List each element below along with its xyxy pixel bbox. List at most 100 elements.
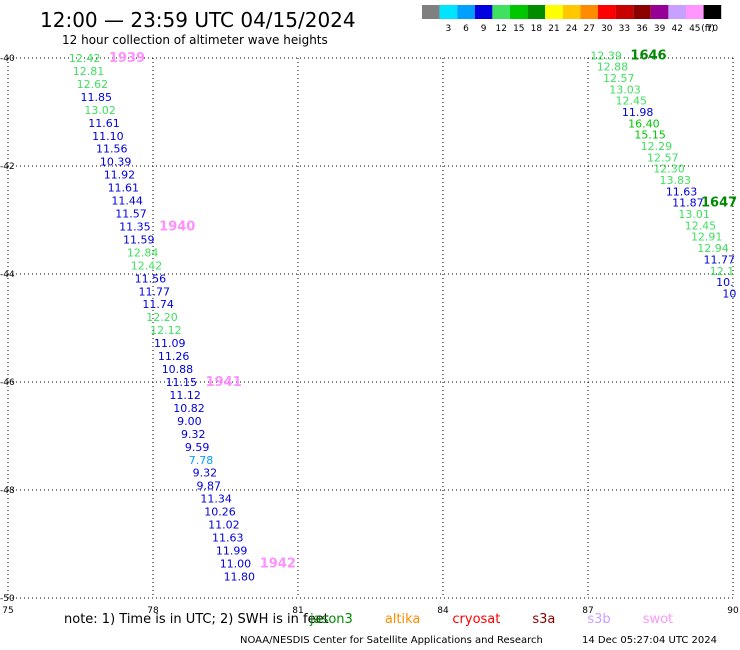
satellite-legend-item: s3a [532, 612, 556, 627]
legend-swatch [703, 5, 722, 19]
credit-text: NOAA/NESDIS Center for Satellite Applica… [240, 635, 543, 646]
wave-height-point: 12.81 [73, 65, 105, 78]
axis-ticks: 75 78 81 84 87 90 -40 -42 -44 -46 -48 -50 [0, 54, 739, 616]
pass-label: 1941 [206, 375, 242, 390]
wave-height-point: 12.45 [616, 95, 648, 108]
x-tick-label: 81 [292, 606, 303, 616]
wave-height-point: 12.62 [77, 78, 109, 91]
legend-tick-label: 15 [513, 24, 524, 34]
legend-tick-label: 24 [566, 24, 578, 34]
wave-height-point: 12.57 [647, 151, 679, 164]
wave-height-point: 11.85 [81, 91, 113, 104]
y-tick-label: -42 [0, 162, 15, 172]
wave-height-point: 7.78 [189, 454, 214, 467]
wave-height-point: 12.94 [697, 242, 729, 255]
legend-swatch [492, 5, 510, 19]
wave-height-point: 11.87 [672, 197, 704, 210]
pass-labels: 1939 1940 1941 1942 1646 1647 [109, 48, 737, 571]
legend-tick-label: 70 [707, 24, 719, 34]
wave-height-point: 13.02 [84, 104, 116, 117]
grid-lines [7, 57, 734, 599]
legend-swatch [633, 5, 651, 19]
wave-height-point: 16.40 [628, 117, 660, 130]
legend-tick-label: 30 [601, 24, 613, 34]
wave-height-point: 9.00 [177, 415, 202, 428]
page-title: 12:00 — 23:59 UTC 04/15/2024 [40, 8, 356, 32]
wave-height-point: 12.29 [641, 140, 673, 153]
color-legend: 3 6 9 12 15 18 21 24 27 30 33 36 39 42 45 70(ft) [422, 5, 722, 34]
wave-height-point: 11.12 [169, 389, 201, 402]
wave-height-point: 11.59 [123, 233, 154, 246]
wave-height-point: 12.39 [590, 49, 622, 62]
legend-swatch [422, 5, 440, 19]
legend-swatch [545, 5, 563, 19]
wave-height-point: 11.09 [154, 337, 186, 350]
legend-tick-label: 9 [481, 24, 487, 34]
wave-height-point: 11.63 [666, 185, 698, 198]
legend-swatch [562, 5, 581, 19]
wave-height-point: 13.83 [660, 174, 692, 187]
wave-height-point: 11.02 [208, 519, 240, 532]
wave-height-point: 11.00 [220, 557, 252, 570]
wave-height-point: 12.45 [685, 219, 717, 232]
wave-height-point: 12.30 [653, 163, 685, 176]
wave-height-point: 13.03 [609, 83, 641, 96]
legend-tick-label: 18 [531, 24, 543, 34]
legend-tick-label: 3 [446, 24, 452, 34]
satellite-legend-item: altika [384, 612, 421, 627]
wave-height-point: 11.77 [704, 253, 736, 266]
wave-height-point: 9.87 [197, 480, 222, 493]
legend-swatch [615, 5, 634, 19]
legend-tick-label: 33 [619, 24, 630, 34]
legend-swatch [439, 5, 458, 19]
wave-height-point: 11.74 [142, 298, 174, 311]
x-tick-label: 90 [727, 606, 739, 616]
satellite-legend-item: s3b [587, 612, 611, 627]
wave-height-point: 11.26 [158, 350, 190, 363]
pass-label: 1646 [630, 48, 666, 63]
legend-swatch [527, 5, 546, 19]
wave-height-point: 10.88 [162, 363, 194, 376]
wave-height-point: 12.42 [69, 52, 101, 65]
wave-height-point: 11.56 [96, 143, 128, 156]
wave-height-point: 11.34 [200, 493, 232, 506]
wave-height-point: 12.57 [603, 72, 635, 85]
wave-height-point: 11.44 [111, 195, 143, 208]
wave-height-point: 11.10 [92, 130, 124, 143]
wave-height-point: 9.32 [181, 428, 206, 441]
legend-tick-label: 39 [654, 24, 666, 34]
page-subtitle: 12 hour collection of altimeter wave hei… [62, 33, 328, 47]
legend-swatch [474, 5, 493, 19]
wave-height-point: 12.20 [146, 311, 178, 324]
wave-height-point: 11.80 [224, 570, 256, 583]
x-tick-label: 84 [437, 606, 449, 616]
wave-height-point: 11.63 [212, 532, 244, 545]
legend-swatch [650, 5, 669, 19]
satellite-legend-item: jason3 [310, 612, 353, 627]
legend-swatch [580, 5, 598, 19]
wave-height-point: 12.42 [131, 259, 163, 272]
x-tick-label: 75 [2, 606, 13, 616]
legend-tick-label: 27 [583, 24, 594, 34]
wave-height-point: 11.61 [88, 117, 120, 130]
pass-label: 1939 [109, 51, 145, 66]
wave-height-point: 12.12 [150, 324, 182, 337]
wave-height-point: 12.91 [691, 231, 723, 244]
legend-unit: (ft) [701, 24, 715, 34]
data-points: 12.4212.8112.6211.8513.0211.6111.1011.56… [69, 49, 736, 583]
legend-tick-label: 12 [495, 24, 506, 34]
wave-height-point: 10. [716, 276, 734, 289]
wave-height-point: 9.59 [185, 441, 210, 454]
pass-label: 1647 [701, 196, 737, 211]
legend-tick-label: 36 [636, 24, 648, 34]
satellite-legend: jason3 altika cryosat s3a s3b swot [310, 612, 705, 627]
pass-label: 1942 [260, 556, 296, 571]
wave-height-point: 10 [722, 287, 736, 300]
wave-height-point: 11.56 [135, 272, 167, 285]
y-tick-label: -44 [0, 270, 15, 280]
wave-height-point: 11.92 [104, 169, 136, 182]
legend-swatch [457, 5, 475, 19]
wave-height-point: 15.15 [634, 129, 666, 142]
satellite-legend-item: cryosat [452, 612, 501, 627]
